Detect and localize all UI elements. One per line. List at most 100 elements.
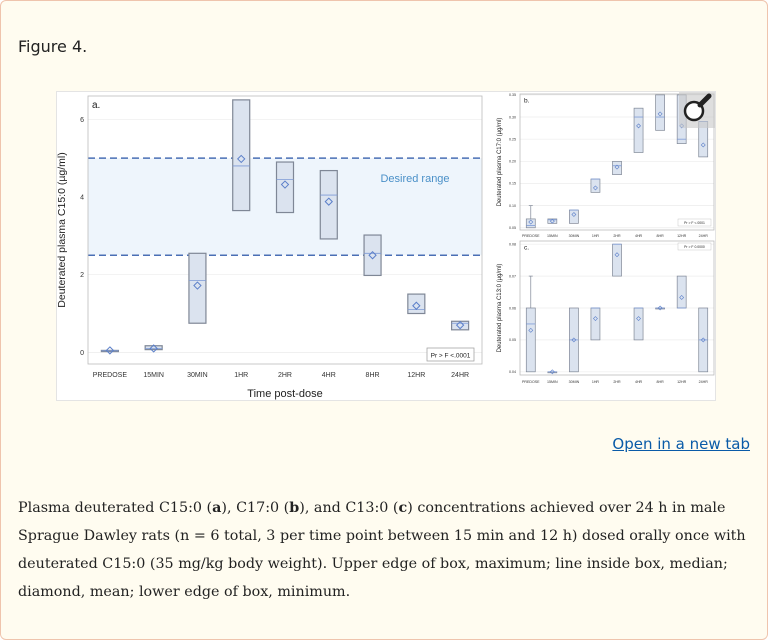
x-tick-label: 1HR — [592, 380, 600, 384]
panel-label: a. — [92, 100, 100, 111]
mean-diamond — [280, 180, 290, 189]
panel-label: b. — [524, 98, 530, 105]
y-axis-title: Deuterated plasma C17:0 (µg/ml) — [497, 118, 503, 207]
x-tick-label: 24HR — [699, 380, 709, 384]
y-tick-label: 0.30 — [509, 115, 516, 119]
y-tick-label: 4 — [80, 194, 84, 201]
mean-diamond — [149, 344, 158, 353]
x-tick-label: 12HR — [677, 234, 687, 238]
stat-label: Pr > F 0.0000 — [684, 245, 705, 249]
mean-diamond — [528, 219, 534, 225]
x-tick-label: PREDOSE — [522, 234, 540, 238]
mean-diamond — [571, 337, 577, 343]
y-tick-label: 0.05 — [509, 338, 516, 342]
x-tick-label: 30MIN — [569, 234, 580, 238]
box — [590, 307, 601, 341]
x-tick-label: 1HR — [234, 372, 248, 379]
y-tick-label: 0.10 — [509, 204, 516, 208]
caption-text: ) concentrations achieved over 24 h in m… — [18, 500, 746, 600]
x-tick-label: 4HR — [322, 372, 336, 379]
stat-box — [426, 347, 475, 362]
x-tick-label: 30MIN — [569, 380, 580, 384]
x-tick-label: 4HR — [635, 234, 643, 238]
y-tick-label: 0.05 — [509, 226, 516, 230]
box — [633, 307, 644, 341]
mean-diamond — [105, 346, 115, 355]
mean-diamond — [614, 164, 620, 170]
caption-panel-a: a — [212, 500, 222, 516]
x-tick-label: 2HR — [278, 372, 292, 379]
box — [275, 161, 295, 214]
mean-diamond — [549, 369, 555, 375]
mean-diamond — [455, 320, 465, 330]
box — [363, 234, 382, 277]
mean-diamond — [593, 185, 598, 191]
x-tick-label: PREDOSE — [93, 372, 128, 379]
mean-diamond — [636, 316, 641, 321]
y-tick-label: 0.20 — [509, 160, 516, 164]
stat-label: Pr > F <.0001 — [684, 221, 705, 225]
y-axis-title: Deuterated plasma C13:0 (µg/ml) — [497, 264, 503, 353]
y-tick-label: 0.25 — [509, 137, 516, 141]
mean-diamond — [237, 154, 246, 164]
x-tick-label: 15MIN — [547, 234, 558, 238]
box — [525, 218, 536, 229]
box — [188, 252, 207, 324]
caption-text: ), and C13:0 ( — [299, 500, 399, 516]
open-in-new-tab-link[interactable]: Open in a new tab — [612, 435, 750, 453]
x-tick-label: 15MIN — [547, 380, 558, 384]
box — [655, 94, 665, 131]
mean-diamond — [571, 212, 577, 217]
y-tick-label: 6 — [80, 117, 84, 124]
magnifier-icon[interactable] — [679, 92, 715, 128]
plot-frame — [87, 95, 483, 365]
x-tick-label: PREDOSE — [522, 380, 540, 384]
y-tick-label: 0.08 — [509, 242, 516, 246]
y-tick-label: 0.04 — [509, 370, 516, 374]
mean-diamond — [412, 301, 421, 310]
x-tick-label: 12HR — [407, 372, 425, 379]
mean-diamond — [700, 142, 706, 148]
mean-diamond — [324, 197, 333, 206]
x-axis-title: Time post-dose — [247, 388, 322, 400]
y-tick-label: 0.35 — [509, 93, 516, 97]
chart-panel-a: 0 2 4 6 Desired range PREDOSE 15MIN 30MIN 1HR 2HR… — [57, 95, 483, 400]
mean-diamond — [657, 305, 663, 311]
x-tick-label: 24HR — [451, 372, 469, 379]
y-tick-label: 0.06 — [509, 306, 516, 310]
box — [612, 160, 622, 175]
x-tick-label: 8HR — [366, 372, 380, 379]
x-tick-label: 15MIN — [143, 372, 164, 379]
figure-caption: Plasma deuterated C15:0 (a), C17:0 (b), … — [18, 494, 753, 606]
x-tick-label: 12HR — [677, 380, 687, 384]
x-tick-label: 2HR — [613, 380, 621, 384]
y-axis-title: Deuterated plasma C15:0 (µg/ml) — [57, 152, 68, 307]
caption-text: ), C17:0 ( — [221, 500, 290, 516]
mean-diamond — [657, 111, 663, 117]
x-tick-label: 24HR — [699, 234, 709, 238]
box — [407, 293, 426, 315]
x-tick-label: 1HR — [592, 234, 600, 238]
mean-diamond — [368, 251, 377, 260]
stat-box — [677, 242, 712, 251]
y-tick-label: 0.07 — [509, 274, 516, 278]
mean-diamond — [700, 337, 706, 343]
reference-band-label: Desired range — [380, 173, 449, 185]
x-tick-label: 4HR — [635, 380, 643, 384]
stat-label: Pr > F <.0001 — [431, 353, 471, 360]
chart-panel-c: 0.04 0.05 0.06 0.07 0.08 PREDOSE 15MIN 30MIN 1HR… — [497, 240, 715, 384]
mean-diamond — [528, 327, 534, 333]
figure-image[interactable]: 0 2 4 6 Desired range PREDOSE 15MIN 30MIN 1HR 2HR… — [56, 91, 716, 401]
mean-diamond — [679, 295, 685, 300]
caption-panel-c: c — [398, 500, 408, 516]
box — [144, 345, 163, 351]
y-tick-label: 2 — [80, 272, 84, 279]
caption-text: Plasma deuterated C15:0 ( — [18, 500, 213, 516]
figure-title: Figure 4. — [18, 37, 88, 56]
stat-box — [677, 218, 712, 227]
box — [612, 243, 622, 277]
y-tick-label: 0.15 — [509, 182, 516, 186]
caption-panel-b: b — [289, 500, 300, 516]
mean-diamond — [636, 123, 641, 129]
